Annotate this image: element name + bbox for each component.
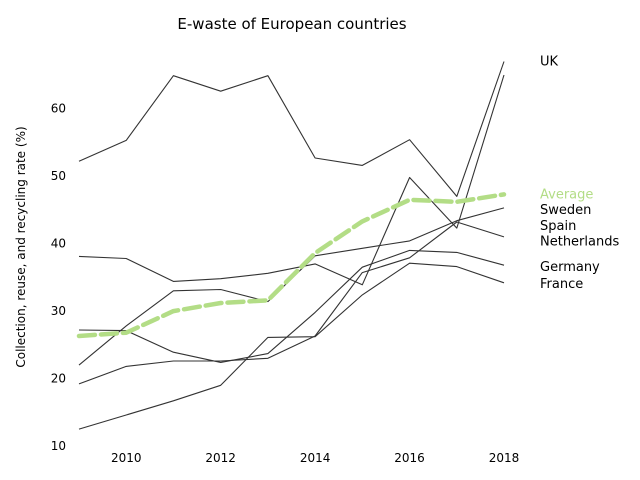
series-label-spain: Spain — [540, 219, 576, 234]
series-line-spain — [78, 221, 505, 385]
y-tick-label: 40 — [51, 237, 66, 251]
y-tick-label: 20 — [51, 372, 66, 386]
y-tick-label: 60 — [51, 102, 66, 116]
series-line-sweden — [78, 74, 505, 286]
series-label-sweden: Sweden — [540, 203, 591, 218]
x-tick-label: 2014 — [300, 451, 331, 465]
x-axis-ticks: 2010 2012 2014 2016 2018 — [111, 451, 519, 465]
series-label-average: Average — [540, 187, 593, 202]
chart-title: E-waste of European countries — [177, 15, 406, 33]
series-label-netherlands: Netherlands — [540, 235, 619, 250]
x-tick-label: 2016 — [394, 451, 425, 465]
y-tick-label: 30 — [51, 304, 66, 318]
series-lines — [76, 61, 507, 430]
series-line-uk — [78, 61, 505, 197]
series-line-germany — [78, 262, 505, 430]
y-tick-label: 10 — [51, 439, 66, 453]
series-line-france — [78, 249, 505, 363]
series-label-france: France — [540, 277, 583, 292]
x-tick-label: 2010 — [111, 451, 142, 465]
y-axis-ticks: 10 20 30 40 50 60 — [51, 102, 66, 453]
series-line-average — [76, 192, 507, 339]
y-tick-label: 50 — [51, 169, 66, 183]
series-line-netherlands — [78, 207, 505, 366]
series-label-germany: Germany — [540, 260, 600, 275]
x-tick-label: 2018 — [489, 451, 520, 465]
series-label-uk: UK — [540, 54, 559, 69]
x-tick-label: 2012 — [205, 451, 236, 465]
y-axis-label: Collection, reuse, and recycling rate (%… — [14, 126, 28, 367]
